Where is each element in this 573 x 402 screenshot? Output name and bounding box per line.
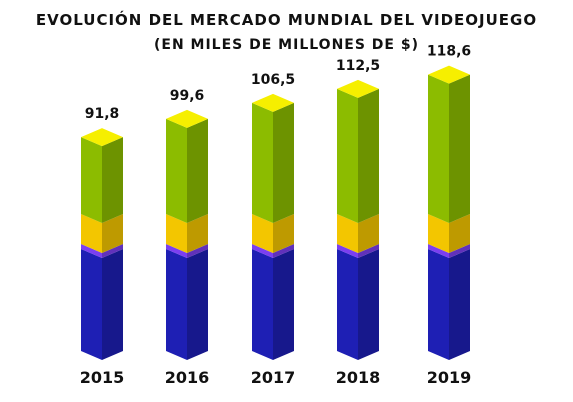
bar-segment-green xyxy=(166,109,208,223)
category-label: 2019 xyxy=(427,368,472,387)
value-label: 118,6 xyxy=(427,44,471,60)
bar-segment-blue xyxy=(166,249,208,360)
bar-2015 xyxy=(81,128,123,360)
bar-segment-blue xyxy=(252,249,294,360)
bar-segment-green xyxy=(428,65,470,223)
chart-title: EVOLUCIÓN DEL MERCADO MUNDIAL DEL VIDEOJ… xyxy=(35,11,538,29)
category-label: 2015 xyxy=(80,368,125,387)
bar-2019 xyxy=(428,65,470,360)
bar-segment-purple xyxy=(337,244,379,258)
bar-segment-purple xyxy=(81,244,123,258)
bar-2016 xyxy=(166,109,208,360)
category-label: 2016 xyxy=(165,368,210,387)
bar-segment-purple xyxy=(428,244,470,258)
bar-segment-yellow xyxy=(428,214,470,253)
bar-segment-purple xyxy=(252,244,294,258)
value-label: 112,5 xyxy=(336,58,380,74)
bar-2017 xyxy=(252,93,294,360)
bar-segment-yellow xyxy=(252,214,294,253)
bar-segment-green xyxy=(337,79,379,223)
category-label: 2018 xyxy=(336,368,381,387)
value-label: 91,8 xyxy=(85,106,120,122)
category-label: 2017 xyxy=(251,368,296,387)
bar-segment-blue xyxy=(428,249,470,360)
bar-segment-yellow xyxy=(337,214,379,253)
bar-segment-green xyxy=(252,93,294,223)
chart-subtitle: (EN MILES DE MILLONES DE $) xyxy=(153,37,419,53)
bar-segment-yellow xyxy=(166,214,208,253)
bar-segment-blue xyxy=(337,249,379,360)
bar-segment-blue xyxy=(81,249,123,360)
bar-segment-purple xyxy=(166,244,208,258)
bar-segment-green xyxy=(81,128,123,223)
bar-segment-yellow xyxy=(81,214,123,253)
bar-2018 xyxy=(337,79,379,360)
value-label: 106,5 xyxy=(251,72,295,88)
chart-header: EVOLUCIÓN DEL MERCADO MUNDIAL DEL VIDEOJ… xyxy=(0,10,573,55)
value-label: 99,6 xyxy=(170,88,205,104)
